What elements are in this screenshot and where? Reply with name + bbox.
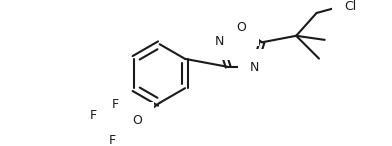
Text: F: F xyxy=(109,134,116,146)
Text: F: F xyxy=(111,98,118,111)
Text: Cl: Cl xyxy=(344,0,356,13)
Text: F: F xyxy=(89,109,96,122)
Text: N: N xyxy=(215,35,224,48)
Text: O: O xyxy=(236,21,246,34)
Text: O: O xyxy=(132,114,142,127)
Text: N: N xyxy=(250,61,260,74)
